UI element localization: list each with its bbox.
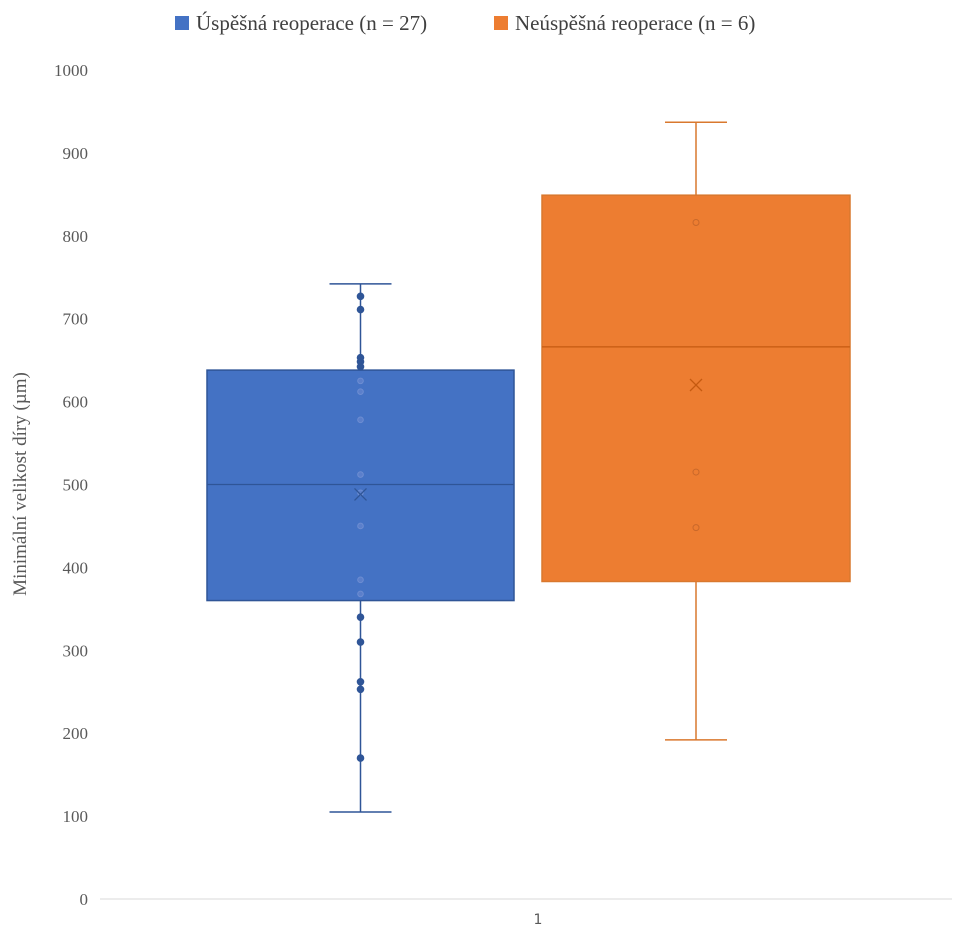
box-iqr xyxy=(541,194,851,583)
data-point-17 xyxy=(356,305,365,314)
data-point-2 xyxy=(356,685,365,694)
data-point-5 xyxy=(356,613,365,621)
y-tick-label-800: 800 xyxy=(63,227,89,246)
legend-label-2: Neúspěšná reoperace (n = 6) xyxy=(515,11,755,35)
mean-marker-stroke-b xyxy=(689,378,703,392)
y-tick-label-500: 500 xyxy=(63,476,89,495)
data-point-16 xyxy=(356,353,365,362)
data-point-1 xyxy=(692,524,700,532)
data-point-9 xyxy=(357,489,364,497)
box-iqr xyxy=(206,369,515,602)
data-point-11 xyxy=(357,416,364,424)
y-tick-label-100: 100 xyxy=(63,807,89,826)
data-point-8 xyxy=(357,522,364,530)
y-tick-label-300: 300 xyxy=(63,641,89,660)
box-series-2 xyxy=(541,121,851,741)
data-point-18 xyxy=(356,292,365,301)
legend-swatch-2 xyxy=(494,16,508,30)
data-point-3 xyxy=(692,219,700,227)
y-tick-label-900: 900 xyxy=(63,144,89,163)
y-tick-label-400: 400 xyxy=(63,558,89,577)
data-point-7 xyxy=(357,576,364,584)
legend-swatch-1 xyxy=(175,16,189,30)
mean-marker xyxy=(354,487,367,501)
y-tick-label-700: 700 xyxy=(63,310,89,329)
legend-label-1: Úspěšná reoperace (n = 27) xyxy=(196,11,427,35)
y-axis: 0 100 200 300 400 500 600 700 800 900 1000 xyxy=(54,61,88,909)
data-point-4 xyxy=(356,638,365,646)
legend: Úspěšná reoperace (n = 27) Neúspěšná reop… xyxy=(175,11,755,35)
data-point-2 xyxy=(692,468,700,476)
y-tick-label-1000: 1000 xyxy=(54,61,88,80)
box-series-1 xyxy=(206,283,515,813)
mean-marker xyxy=(689,378,703,392)
data-point-10 xyxy=(357,471,364,478)
mean-marker-stroke-b xyxy=(354,487,367,501)
plot-area xyxy=(206,121,851,813)
data-point-13 xyxy=(357,377,364,385)
y-axis-title: Minimální velikost díry (µm) xyxy=(10,372,31,596)
data-point-3 xyxy=(356,678,365,686)
data-point-6 xyxy=(357,590,364,598)
data-point-1 xyxy=(356,754,365,762)
x-category-label-0: 1 xyxy=(534,912,543,928)
data-point-12 xyxy=(357,388,364,395)
y-tick-label-200: 200 xyxy=(63,724,89,743)
y-tick-label-0: 0 xyxy=(80,890,89,909)
x-axis: 1 xyxy=(100,898,952,928)
y-tick-label-600: 600 xyxy=(63,393,89,412)
